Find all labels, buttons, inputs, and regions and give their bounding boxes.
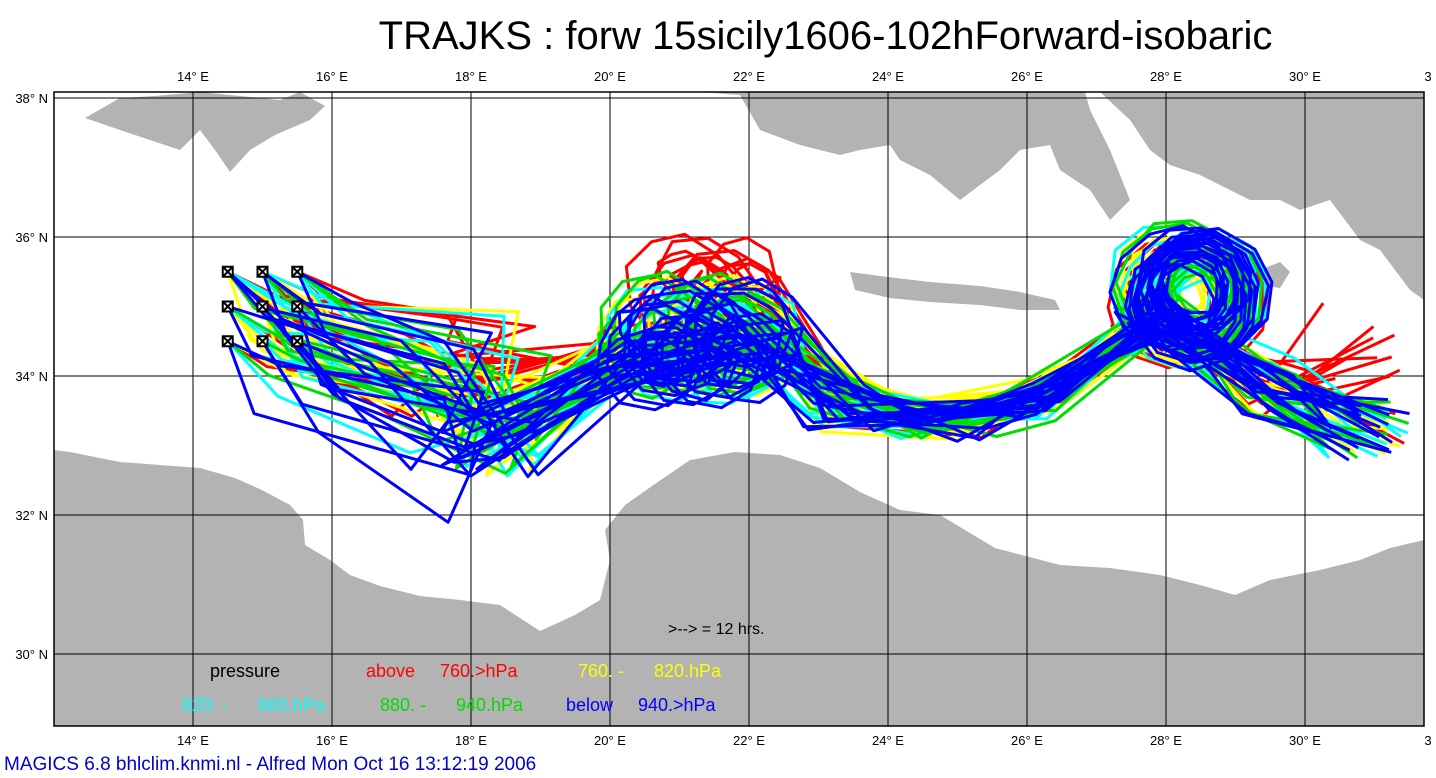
bottom-lon-labels: 14° E 16° E 18° E 20° E 22° E 24° E 26° … — [177, 733, 1432, 748]
start-point-marker — [291, 300, 304, 313]
legend-yellow-from: 760. - — [578, 661, 625, 681]
footer-credit: MAGICS 6.8 bhlclim.knmi.nl - Alfred Mon … — [4, 754, 537, 775]
bottom-lon-label: 22° E — [733, 733, 765, 748]
lat-label: 34° N — [15, 369, 48, 384]
legend-green-from: 880. - — [380, 695, 427, 715]
start-point-marker — [291, 265, 304, 278]
lat-label: 38° N — [15, 91, 48, 106]
legend-below-word: below — [566, 695, 614, 715]
bottom-lon-label: 14° E — [177, 733, 209, 748]
bottom-lon-label: 3 — [1424, 733, 1431, 748]
legend-cyan-to: 880.hPa — [258, 695, 326, 715]
bottom-lon-label: 28° E — [1150, 733, 1182, 748]
bottom-lon-label: 18° E — [455, 733, 487, 748]
trajectories — [226, 219, 1410, 524]
lat-label: 30° N — [15, 647, 48, 662]
trajectory-line — [261, 259, 1390, 443]
top-lon-label: 18° E — [455, 69, 487, 84]
top-lon-label: 3 — [1424, 69, 1431, 84]
top-lon-label: 26° E — [1011, 69, 1043, 84]
top-lon-label: 30° E — [1289, 69, 1321, 84]
start-point-marker — [256, 335, 269, 348]
legend-below-value: 940.>hPa — [638, 695, 716, 715]
arrow-interval-note: >--> = 12 hrs. — [668, 621, 765, 638]
legend-above-value: 760.>hPa — [440, 661, 518, 681]
top-lon-label: 24° E — [872, 69, 904, 84]
legend-above-word: above — [366, 661, 416, 681]
start-point-marker — [256, 265, 269, 278]
bottom-lon-label: 20° E — [594, 733, 626, 748]
lat-label: 32° N — [15, 508, 48, 523]
bottom-lon-label: 24° E — [872, 733, 904, 748]
start-markers — [221, 265, 304, 348]
start-point-marker — [221, 265, 234, 278]
bottom-lon-label: 30° E — [1289, 733, 1321, 748]
land-crete — [850, 272, 1060, 310]
map-title: TRAJKS : forw 15sicily1606-102hForward-i… — [378, 14, 1273, 58]
top-lon-label: 14° E — [177, 69, 209, 84]
legend-green-to: 940.hPa — [456, 695, 524, 715]
start-point-marker — [256, 300, 269, 313]
top-lon-label: 22° E — [733, 69, 765, 84]
legend-yellow-to: 820.hPa — [654, 661, 722, 681]
land-turkey — [1100, 92, 1424, 300]
land-greece — [700, 92, 1130, 220]
top-lon-labels: 14° E 16° E 18° E 20° E 22° E 24° E 26° … — [177, 69, 1432, 84]
trajectory-line — [227, 226, 1360, 451]
trajectory-line — [226, 235, 1360, 453]
top-lon-label: 28° E — [1150, 69, 1182, 84]
trajectory-line — [261, 244, 1390, 471]
land-africa — [54, 450, 1424, 726]
legend-cyan-from: 820. - — [182, 695, 229, 715]
bottom-lon-label: 16° E — [316, 733, 348, 748]
lat-label: 36° N — [15, 230, 48, 245]
top-lon-label: 16° E — [316, 69, 348, 84]
land-italy-heel — [85, 92, 325, 172]
lat-labels: 38° N 36° N 34° N 32° N 30° N — [15, 91, 48, 662]
start-point-marker — [221, 335, 234, 348]
legend-pressure-label: pressure — [210, 661, 281, 681]
top-lon-label: 20° E — [594, 69, 626, 84]
land-layer — [54, 92, 1424, 726]
bottom-lon-label: 26° E — [1011, 733, 1043, 748]
start-point-marker — [291, 335, 304, 348]
start-point-marker — [221, 300, 234, 313]
